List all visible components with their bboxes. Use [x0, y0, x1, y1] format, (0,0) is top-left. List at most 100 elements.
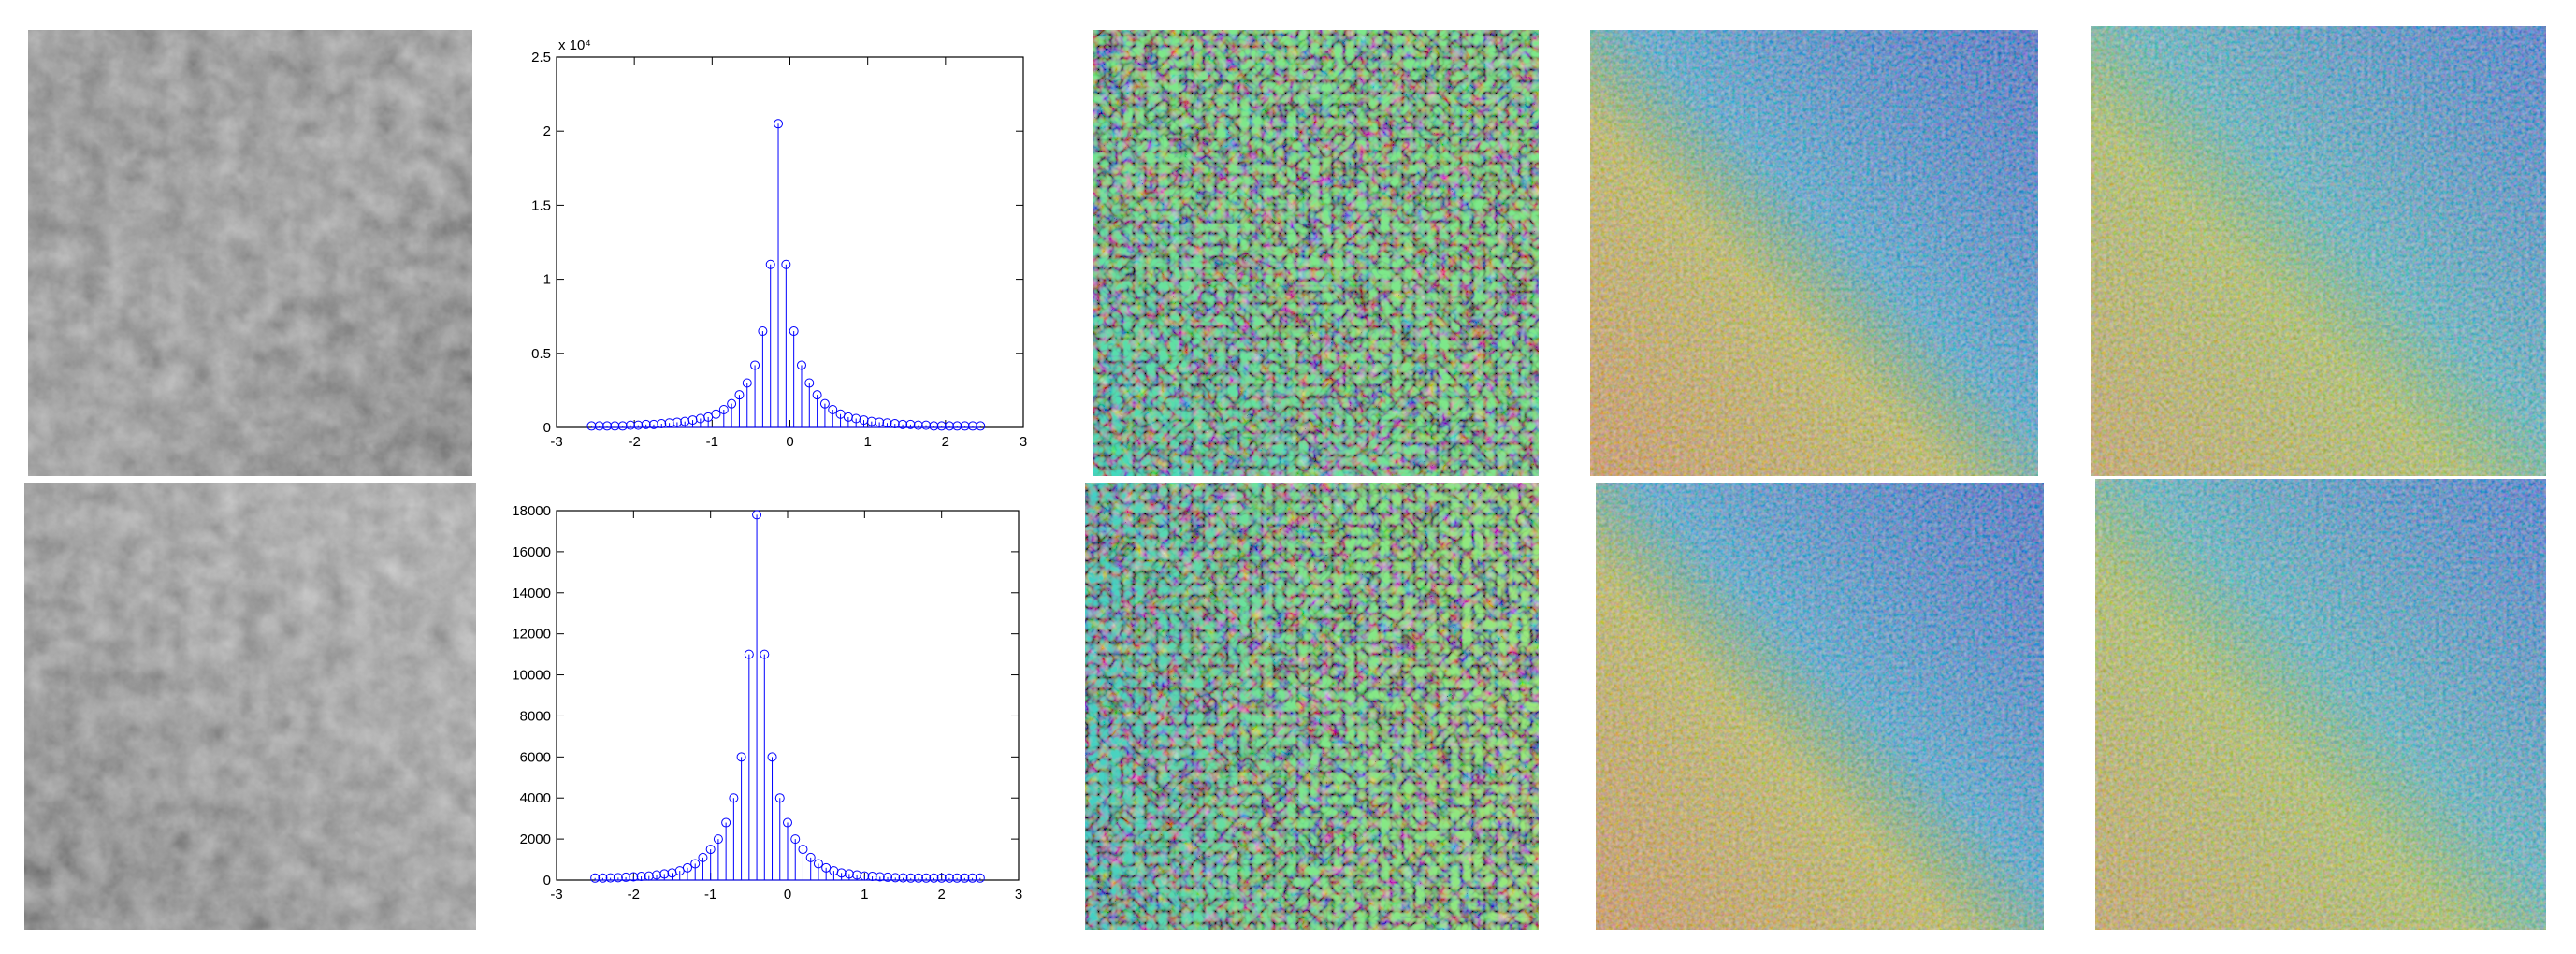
- stem-marker: [765, 259, 775, 269]
- stem-marker: [929, 421, 939, 431]
- stem-marker: [905, 419, 916, 429]
- stem-marker: [598, 873, 608, 883]
- stem-marker: [652, 870, 662, 880]
- stem-marker: [844, 869, 854, 879]
- x-tick-label: -3: [550, 887, 562, 903]
- x-tick-label: -1: [706, 434, 718, 450]
- x-tick-label: -2: [628, 434, 640, 450]
- stem-marker: [690, 859, 701, 869]
- stem-marker: [602, 421, 613, 431]
- y-tick-label: 0: [543, 873, 551, 889]
- stem-marker: [774, 119, 784, 129]
- axes-box: [556, 56, 1024, 428]
- x-tick-label: 2: [937, 887, 945, 903]
- stem-marker: [641, 419, 651, 429]
- y-tick-label: 1: [543, 272, 551, 288]
- stem-marker: [866, 416, 876, 426]
- stem-marker: [629, 872, 639, 882]
- y-tick-label: 1.5: [531, 197, 551, 213]
- stem-marker: [713, 834, 723, 845]
- stem-marker: [796, 360, 806, 370]
- stem-marker: [682, 862, 692, 873]
- stem-marker: [975, 873, 985, 883]
- stem-marker: [805, 852, 816, 862]
- stem-marker: [657, 419, 667, 429]
- stem-marker: [929, 873, 939, 883]
- stem-marker: [672, 417, 682, 427]
- stem-marker: [758, 326, 768, 337]
- x-tick-label: -2: [628, 887, 640, 903]
- x-tick-label: 3: [1015, 887, 1022, 903]
- x-tick-label: 0: [786, 434, 793, 450]
- edge-map: [1093, 30, 1539, 476]
- stem-marker: [936, 421, 947, 431]
- stem-marker: [590, 873, 601, 883]
- stem-marker: [736, 752, 746, 762]
- heat-map: [2091, 26, 2546, 476]
- stem-marker: [960, 873, 970, 883]
- y-tick-label: 12000: [512, 627, 551, 643]
- stem-marker: [921, 873, 932, 883]
- stem-marker: [852, 870, 862, 880]
- stem-marker: [890, 873, 901, 883]
- stem-marker: [594, 421, 604, 431]
- y-tick-label: 8000: [520, 708, 551, 724]
- stem-marker: [812, 390, 822, 400]
- stem-marker: [626, 420, 636, 430]
- stem-marker: [586, 421, 597, 431]
- x-tick-label: 0: [784, 887, 791, 903]
- stem-marker: [605, 873, 615, 883]
- stem-marker: [698, 852, 708, 862]
- y-tick-label: 0: [543, 420, 551, 436]
- stem-marker: [727, 398, 737, 409]
- x-tick-label: -3: [550, 434, 562, 450]
- stem-marker: [952, 421, 962, 431]
- stem-marker: [742, 378, 752, 388]
- y-tick-label: 14000: [512, 585, 551, 601]
- stem-marker: [804, 378, 815, 388]
- stem-marker: [936, 873, 947, 883]
- stem-marker: [819, 398, 830, 409]
- y-tick-label: 18000: [512, 503, 551, 519]
- stem-marker: [648, 419, 658, 429]
- stem-marker: [744, 649, 754, 659]
- stem-marker: [967, 421, 977, 431]
- stem-marker: [813, 859, 823, 869]
- stem-marker: [913, 420, 923, 430]
- stem-marker: [752, 510, 762, 520]
- stem-marker: [883, 872, 893, 882]
- heat-map: [1590, 30, 2038, 476]
- stem-marker: [790, 834, 801, 845]
- heat-map: [1596, 483, 2044, 930]
- stem-marker: [828, 404, 838, 414]
- y-tick-label: 6000: [520, 749, 551, 765]
- x-tick-label: 2: [942, 434, 949, 450]
- stem-marker: [729, 793, 739, 803]
- stem-marker: [875, 417, 885, 427]
- stem-marker: [921, 420, 932, 430]
- edge-map: [1085, 483, 1539, 930]
- x-tick-label: 1: [863, 434, 871, 450]
- x-tick-label: 1: [861, 887, 868, 903]
- photo-coral: [24, 483, 476, 930]
- stem-marker: [705, 845, 716, 855]
- stem-marker: [898, 873, 908, 883]
- stem-marker: [798, 845, 808, 855]
- stem-marker: [613, 873, 623, 883]
- y-tick-label: 16000: [512, 544, 551, 560]
- stem-marker: [952, 873, 962, 883]
- stem-marker: [836, 868, 847, 878]
- heat-map: [2095, 479, 2546, 930]
- stem-marker: [610, 421, 620, 431]
- y-tick-label: 2.5: [531, 50, 551, 65]
- stem-marker: [867, 872, 877, 882]
- photo-fish: [28, 30, 472, 476]
- stem-marker: [875, 872, 885, 882]
- stem-marker: [633, 420, 644, 430]
- y-tick-label: 0.5: [531, 346, 551, 362]
- stem-marker: [944, 873, 954, 883]
- stem-marker: [636, 872, 646, 882]
- stem-marker: [781, 259, 791, 269]
- stem-marker: [734, 390, 745, 400]
